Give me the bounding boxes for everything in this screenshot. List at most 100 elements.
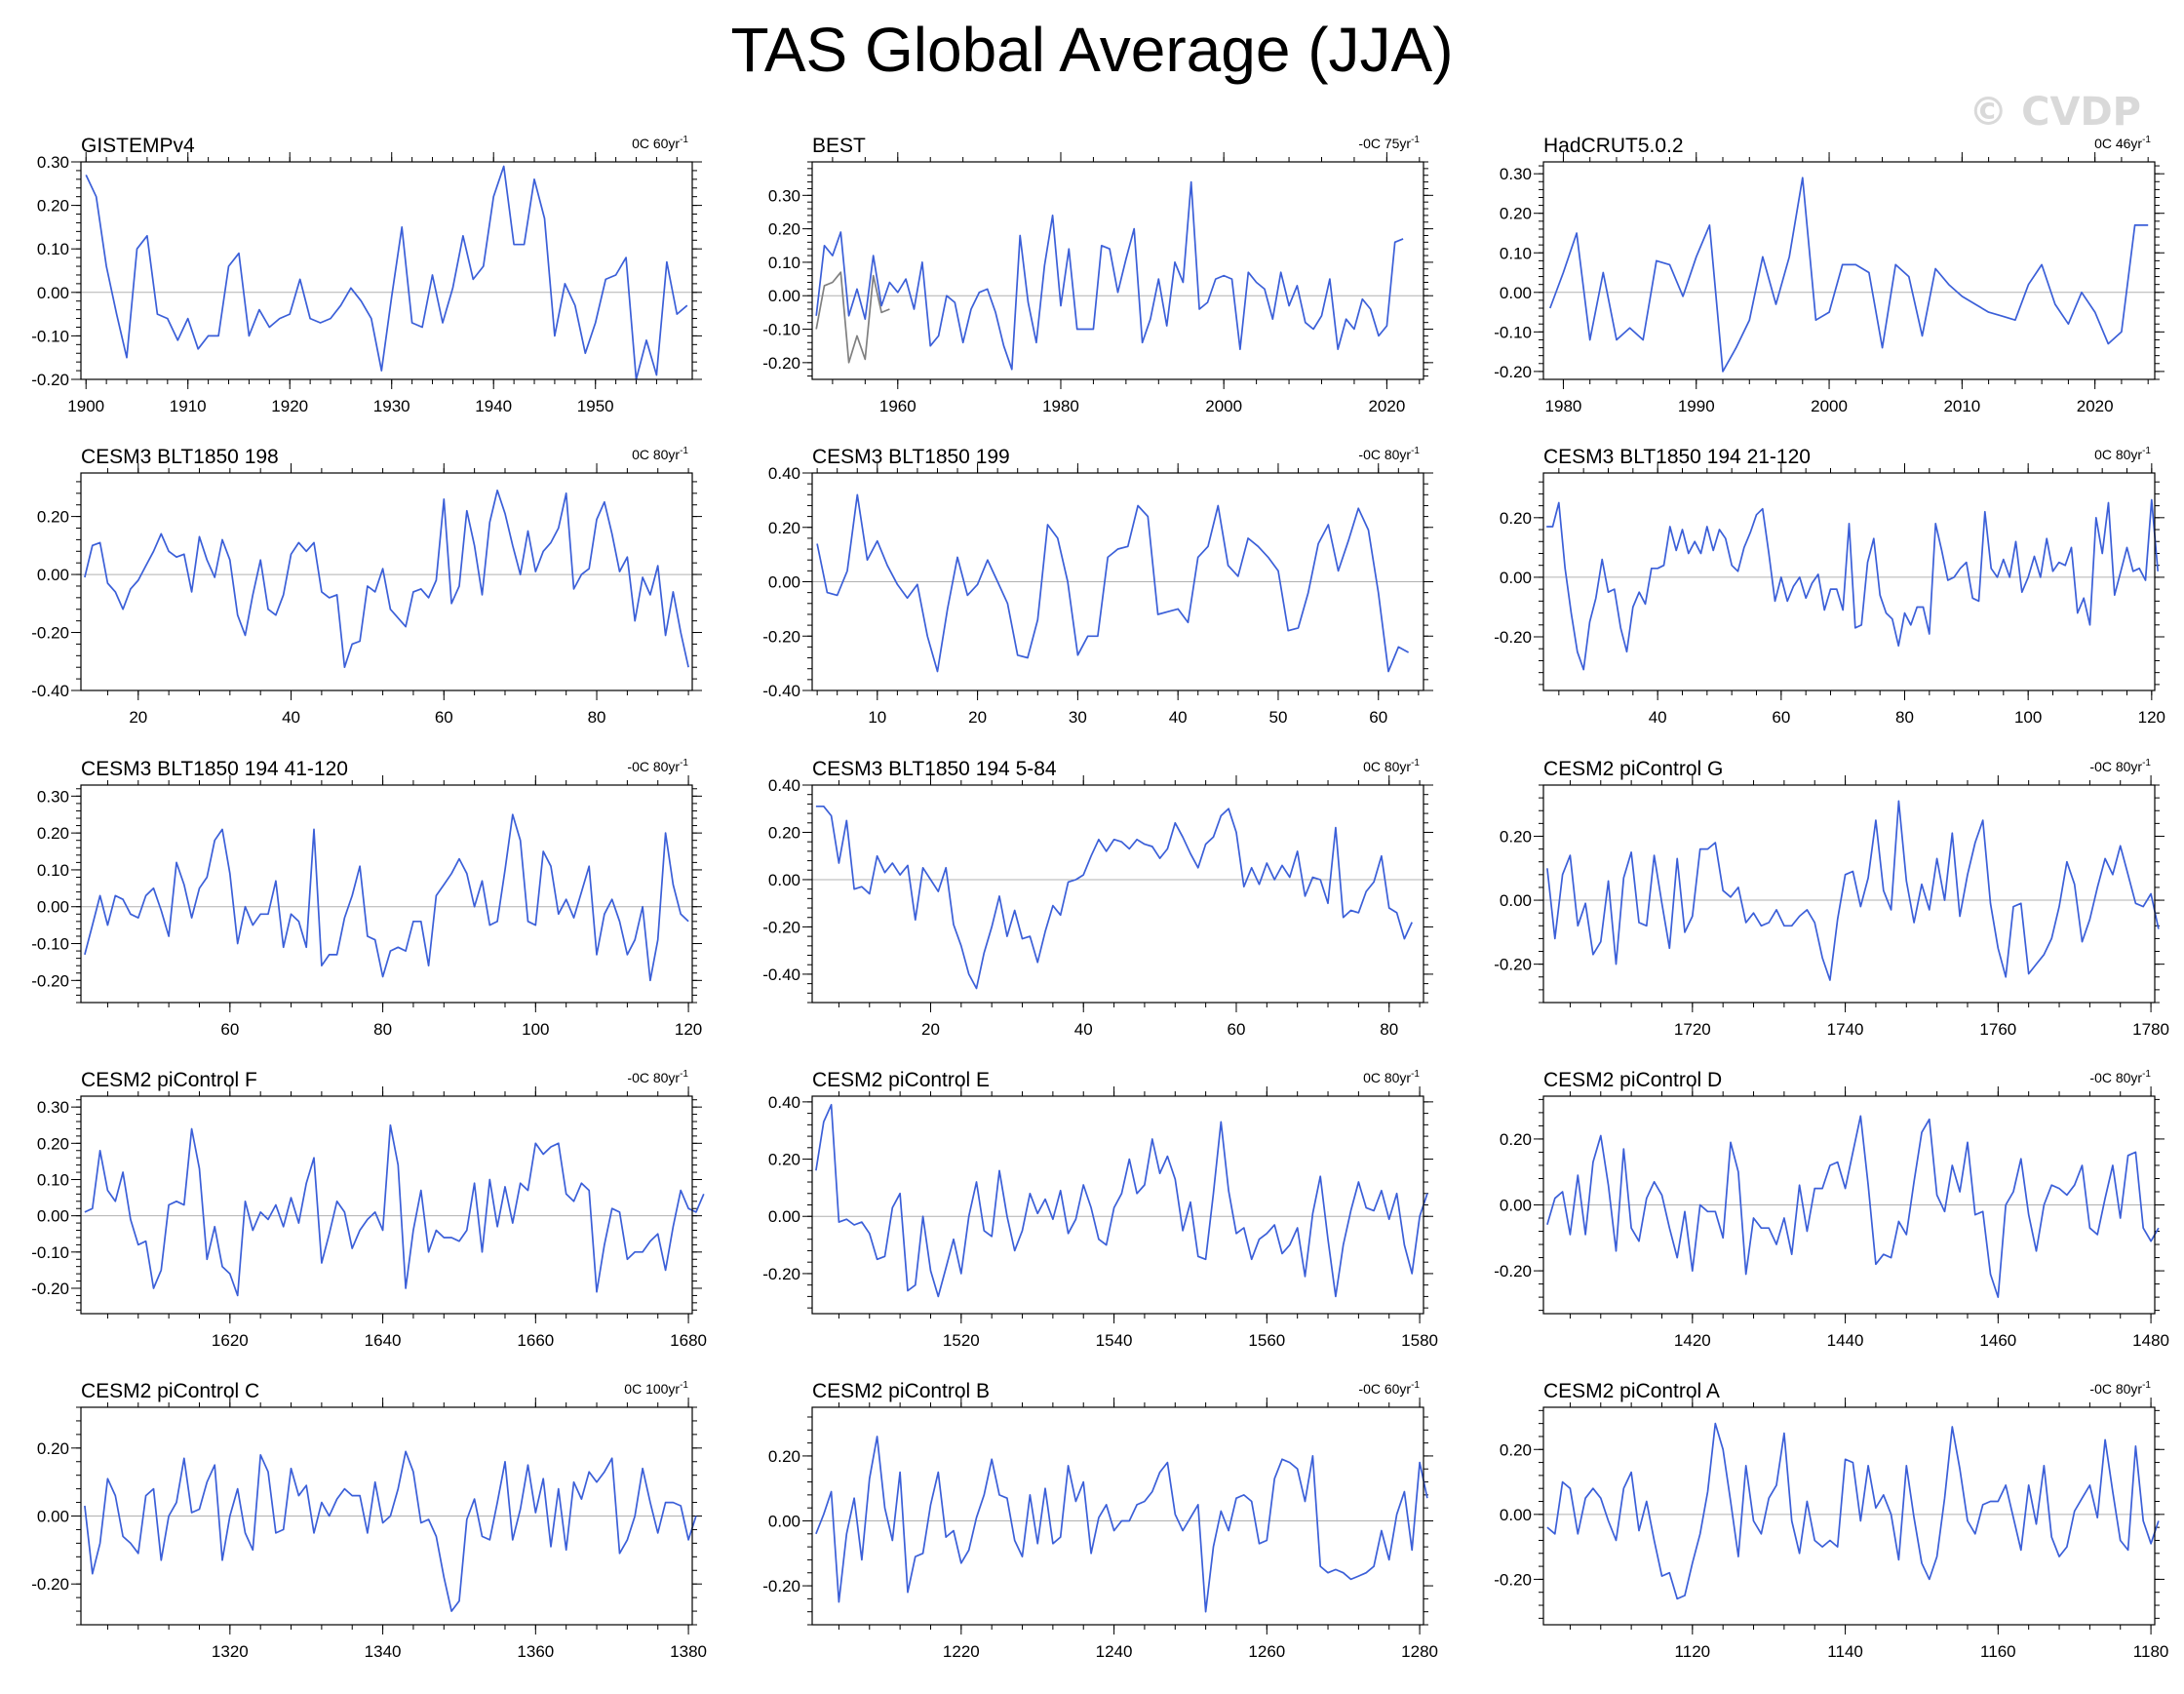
trend-label: 0C 80yr-1 xyxy=(2094,446,2151,462)
y-tick-label: 0.40 xyxy=(768,464,800,483)
trend-label: 0C 80yr-1 xyxy=(1363,1069,1420,1085)
y-tick-label: -0.20 xyxy=(1494,956,1532,974)
x-tick-label: 40 xyxy=(1074,1020,1093,1039)
x-tick-label: 1990 xyxy=(1678,397,1715,415)
y-tick-label: -0.10 xyxy=(31,327,69,345)
y-tick-label: 0.00 xyxy=(1500,569,1532,587)
trend-label: -0C 80yr-1 xyxy=(2089,1069,2151,1085)
x-tick-label: 40 xyxy=(1649,708,1667,727)
y-tick-label: 0.30 xyxy=(768,186,800,205)
trend-label: -0C 80yr-1 xyxy=(627,758,688,774)
x-tick-label: 1950 xyxy=(577,397,614,415)
y-tick-label: -0.40 xyxy=(762,965,800,984)
trend-value: -0C 80yr xyxy=(2089,1070,2142,1085)
y-tick-label: 0.10 xyxy=(768,254,800,272)
trend-exponent: -1 xyxy=(1411,446,1420,456)
series-line xyxy=(815,1436,1428,1613)
y-tick-label: 0.20 xyxy=(768,220,800,239)
x-tick-label: 10 xyxy=(868,708,886,727)
x-tick-label: 1930 xyxy=(373,397,410,415)
x-tick-label: 1560 xyxy=(1248,1331,1285,1350)
series-line xyxy=(84,1123,705,1297)
watermark: © CVDP xyxy=(1969,90,2141,135)
x-tick-label: 1980 xyxy=(1545,397,1582,415)
trend-exponent: -1 xyxy=(1411,758,1420,768)
x-tick-label: 1920 xyxy=(271,397,308,415)
plot-frame xyxy=(1542,1406,2156,1626)
trend-exponent: -1 xyxy=(2142,1380,2151,1391)
plot-frame xyxy=(811,472,1424,691)
x-tick-label: 1180 xyxy=(2133,1642,2169,1661)
x-tick-label: 60 xyxy=(435,708,453,727)
plot-frame xyxy=(1542,784,2156,1004)
series-line xyxy=(1549,177,2149,373)
panel-5: CESM3 BLT1850 199 -0C 80yr-1 -0.40 -0.20 0.0… xyxy=(762,446,1433,727)
x-tick-label: 1940 xyxy=(475,397,512,415)
x-tick-label: 1260 xyxy=(1248,1642,1285,1661)
y-tick-label: -0.20 xyxy=(1494,1570,1532,1589)
x-tick-label: 1440 xyxy=(1827,1331,1864,1350)
y-tick-label: -0.20 xyxy=(31,971,69,990)
x-tick-label: 2010 xyxy=(1943,397,1980,415)
plot-frame xyxy=(811,1406,1424,1626)
y-tick-label: 0.20 xyxy=(37,197,69,216)
y-tick-label: -0.20 xyxy=(1494,363,1532,381)
trend-exponent: -1 xyxy=(680,1380,688,1391)
panel-title: CESM2 piControl E xyxy=(812,1069,990,1091)
x-tick-label: 80 xyxy=(1895,708,1914,727)
y-tick-label: 0.10 xyxy=(1500,244,1532,262)
plot-frame xyxy=(80,161,693,380)
x-tick-label: 1420 xyxy=(1674,1331,1711,1350)
x-tick-label: 60 xyxy=(1228,1020,1246,1039)
plot-frame xyxy=(1542,1095,2156,1315)
y-tick-label: 0.20 xyxy=(768,519,800,537)
y-tick-label: -0.40 xyxy=(31,682,69,700)
panel-title: CESM2 piControl D xyxy=(1543,1069,1722,1091)
panel-title: CESM3 BLT1850 194 21-120 xyxy=(1543,446,1811,468)
x-tick-label: 1680 xyxy=(670,1331,707,1350)
x-tick-label: 1460 xyxy=(1979,1331,2016,1350)
y-tick-label: 0.10 xyxy=(37,1170,69,1189)
y-tick-label: 0.10 xyxy=(37,240,69,258)
series-line xyxy=(1546,498,2160,671)
y-tick-label: 0.40 xyxy=(768,1093,800,1112)
panel-13: CESM2 piControl C 0C 100yr-1 -0.20 0.00 0.20… xyxy=(31,1380,707,1661)
y-tick-label: -0.10 xyxy=(1494,323,1532,341)
trend-label: 0C 80yr-1 xyxy=(1363,758,1420,774)
x-tick-label: 40 xyxy=(1169,708,1188,727)
trend-exponent: -1 xyxy=(680,1069,688,1080)
trend-exponent: -1 xyxy=(1411,1380,1420,1391)
x-tick-label: 1140 xyxy=(1827,1642,1863,1661)
figure-title: TAS Global Average (JJA) xyxy=(730,15,1454,85)
trend-exponent: -1 xyxy=(680,446,688,456)
x-tick-label: 30 xyxy=(1069,708,1087,727)
y-tick-label: 0.20 xyxy=(1500,827,1532,846)
x-tick-label: 1580 xyxy=(1401,1331,1438,1350)
x-tick-label: 1960 xyxy=(879,397,916,415)
trend-label: 0C 60yr-1 xyxy=(632,135,688,151)
plot-frame xyxy=(811,1095,1424,1315)
trend-label: -0C 80yr-1 xyxy=(627,1069,688,1085)
trend-value: 0C 100yr xyxy=(624,1381,680,1397)
y-tick-label: 0.00 xyxy=(1500,891,1532,910)
x-tick-label: 100 xyxy=(522,1020,549,1039)
series-line xyxy=(816,493,1410,673)
trend-value: -0C 80yr xyxy=(1358,447,1411,462)
panel-6: CESM3 BLT1850 194 21-120 0C 80yr-1 -0.20 0.… xyxy=(1494,446,2165,727)
trend-value: 0C 46yr xyxy=(2094,136,2142,151)
trend-value: 0C 80yr xyxy=(632,447,680,462)
y-tick-label: -0.20 xyxy=(762,627,800,646)
panel-10: CESM2 piControl F -0C 80yr-1 -0.20 -0.10 0.0… xyxy=(31,1069,707,1350)
trend-exponent: -1 xyxy=(680,135,688,145)
series-line xyxy=(84,813,689,982)
y-tick-label: -0.20 xyxy=(31,624,69,643)
y-tick-label: 0.00 xyxy=(768,1512,800,1530)
series-line xyxy=(1546,800,2160,981)
panel-4: CESM3 BLT1850 198 0C 80yr-1 -0.40 -0.20 0.00… xyxy=(31,446,702,727)
y-tick-label: 0.00 xyxy=(768,871,800,889)
panel-title: CESM3 BLT1850 199 xyxy=(812,446,1010,468)
panel-title: CESM2 piControl C xyxy=(81,1380,259,1402)
series-line xyxy=(1546,1115,2160,1298)
